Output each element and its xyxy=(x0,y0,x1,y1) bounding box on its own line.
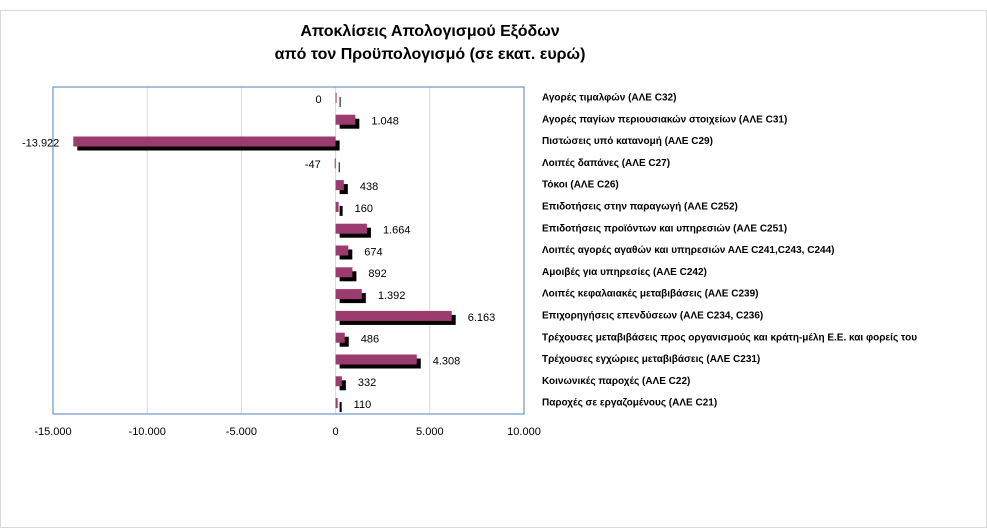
value-label: 438 xyxy=(360,181,378,193)
value-label: 160 xyxy=(355,203,373,215)
category-label: Επιδοτήσεις προϊόντων και υπηρεσιών (ΑΛΕ… xyxy=(542,223,787,234)
bar xyxy=(335,310,452,321)
category-label: Παροχές σε εργαζομένους (ΑΛΕ C21) xyxy=(542,398,717,409)
category-label: Επιδοτήσεις στην παραγωγή (ΑΛΕ C252) xyxy=(542,202,738,213)
bar xyxy=(335,332,345,343)
value-label: 892 xyxy=(368,268,386,280)
category-label: Αγορές τιμαλφών (ΑΛΕ C32) xyxy=(542,93,676,104)
category-label: Τρέχουσες εγχώριες μεταβιβάσεις (ΑΛΕ C23… xyxy=(542,354,760,365)
x-tick-label: -5.000 xyxy=(226,426,257,438)
bar-shadow xyxy=(339,380,346,391)
value-label: 1.048 xyxy=(371,116,399,128)
bar xyxy=(335,267,353,278)
category-label: Αγορές παγίων περιουσιακών στοιχείων (ΑΛ… xyxy=(542,114,787,125)
category-label: Λοιπές δαπάνες (ΑΛΕ C27) xyxy=(542,158,670,169)
category-label: Τρέχουσες μεταβιβάσεις προς οργανισμούς … xyxy=(542,332,917,343)
bar xyxy=(335,354,417,365)
bar-shadow xyxy=(339,96,341,107)
category-label: Πιστώσεις υπό κατανομή (ΑΛΕ C29) xyxy=(542,136,713,147)
bar xyxy=(335,223,367,234)
bar xyxy=(335,245,349,256)
value-label: -47 xyxy=(305,159,321,171)
category-label: Επιχορηγήσεις επενδύσεων (ΑΛΕ C234, C236… xyxy=(542,311,763,322)
value-label: 674 xyxy=(364,246,382,258)
bar xyxy=(335,376,342,387)
category-label: Λοιπές αγορές αγαθών και υπηρεσιών ΑΛΕ C… xyxy=(542,245,834,256)
value-label: 0 xyxy=(315,94,321,106)
bar-shadow xyxy=(339,402,342,413)
x-tick-label: -10.000 xyxy=(129,426,166,438)
value-label: 486 xyxy=(361,334,379,346)
plot-border xyxy=(52,86,525,415)
category-label: Λοιπές κεφαλαιακές μεταβιβάσεις (ΑΛΕ C23… xyxy=(542,289,758,300)
category-label: Τόκοι (ΑΛΕ C26) xyxy=(542,180,619,191)
bar xyxy=(335,114,356,125)
x-tick-label: 0 xyxy=(333,426,339,438)
bar-shadow xyxy=(339,205,343,216)
bar xyxy=(334,158,336,169)
bar xyxy=(335,289,362,300)
bar-shadow xyxy=(338,162,340,173)
value-label: 110 xyxy=(354,399,372,411)
bar xyxy=(73,136,336,147)
chart-title: Αποκλίσεις Απολογισμού Εξόδων xyxy=(300,23,559,40)
chart-title: από τον Προϋπολογισμό (σε εκατ. ευρώ) xyxy=(275,46,586,63)
category-label: Αμοιβές για υπηρεσίες (ΑΛΕ C242) xyxy=(542,267,707,278)
value-label: 6.163 xyxy=(468,312,496,324)
category-label: Κοινωνικές παροχές (ΑΛΕ C22) xyxy=(542,376,690,387)
value-label: 332 xyxy=(358,377,376,389)
bar xyxy=(335,201,339,212)
x-tick-label: 10.000 xyxy=(507,426,541,438)
x-tick-label: -15.000 xyxy=(34,426,71,438)
x-tick-label: 5.000 xyxy=(416,426,444,438)
value-label: 4.308 xyxy=(433,355,461,367)
chart-border xyxy=(0,10,987,528)
value-label: 1.664 xyxy=(383,225,411,237)
bar xyxy=(335,398,338,409)
bar xyxy=(335,180,344,191)
value-label: 1.392 xyxy=(378,290,406,302)
value-label: -13.922 xyxy=(22,137,59,149)
bar xyxy=(335,92,337,103)
